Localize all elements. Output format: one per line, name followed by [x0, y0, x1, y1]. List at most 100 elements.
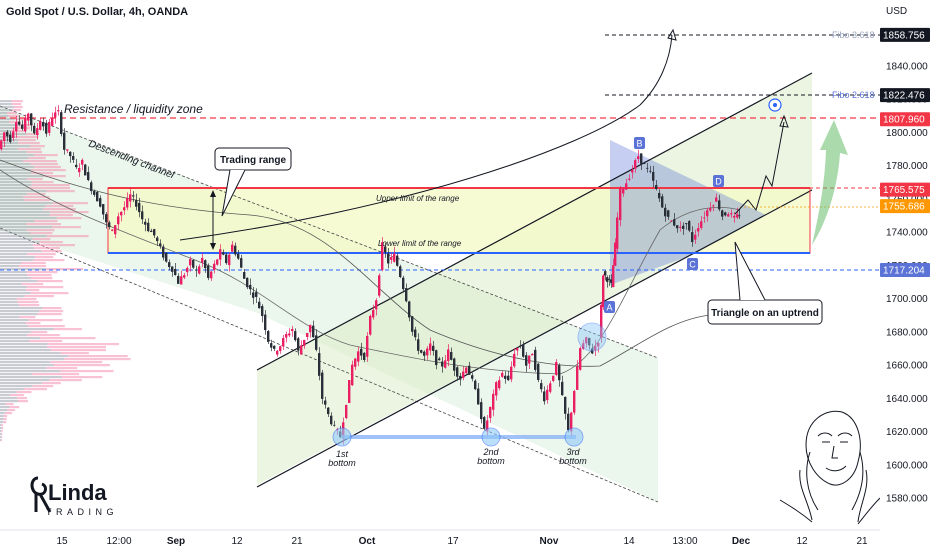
candle-body — [282, 338, 285, 347]
candle-body — [534, 349, 537, 370]
candle-body — [255, 292, 258, 297]
candle-body — [715, 197, 718, 202]
x-tick-label: 15 — [56, 536, 68, 547]
volume-bar-down — [0, 259, 34, 262]
volume-bar-down — [0, 346, 48, 349]
volume-bar-up — [34, 220, 58, 223]
price-label-badge — [880, 263, 930, 278]
candle-body — [81, 159, 84, 165]
candle-body — [513, 353, 516, 367]
candle-body — [622, 188, 625, 194]
volume-bar-down — [0, 181, 32, 184]
candle-body — [267, 330, 270, 342]
volume-bar-down — [0, 352, 61, 355]
candle-body — [183, 275, 186, 278]
volume-bar-down — [0, 391, 17, 394]
candle-body — [303, 339, 306, 346]
volume-bar-down — [0, 208, 44, 211]
volume-bar-up — [3, 415, 8, 418]
volume-bar-up — [16, 391, 32, 394]
candle-body — [279, 346, 282, 352]
candle-body — [363, 352, 366, 360]
volume-bar-down — [0, 262, 21, 265]
candle-body — [453, 358, 456, 371]
candle-body — [492, 393, 495, 410]
volume-bar-down — [0, 157, 29, 160]
candle-body — [730, 213, 733, 215]
candle-body — [273, 345, 276, 349]
volume-bar-down — [0, 409, 8, 412]
candle-body — [585, 337, 588, 344]
candle-body — [150, 230, 153, 232]
candle-body — [501, 372, 504, 377]
candle-body — [126, 198, 129, 208]
volume-bar-down — [0, 145, 31, 148]
candle-body — [174, 268, 177, 275]
triangle-label: Triangle on an uptrend — [711, 308, 819, 319]
volume-bar-up — [46, 190, 75, 193]
volume-bar-up — [7, 409, 15, 412]
volume-bar-up — [47, 343, 120, 346]
candle-body — [24, 117, 27, 132]
moving-average-slow — [0, 159, 711, 367]
candle-body — [646, 167, 649, 169]
volume-bar-up — [1, 424, 4, 427]
candle-body — [111, 229, 114, 231]
volume-bar-down — [0, 331, 31, 334]
volume-bar-down — [0, 127, 17, 130]
point-b-badge — [634, 137, 645, 149]
candle-body — [420, 350, 423, 353]
volume-bar-up — [16, 298, 37, 301]
time-axis[interactable]: 15 12:00 Sep 12 21 Oct 17 Nov 14 13:00 Dec 12 21 — [0, 529, 880, 547]
price-axis[interactable]: 1580.000 1600.000 1620.000 1640.000 1660.000… — [880, 0, 932, 550]
candle-body — [33, 125, 36, 134]
candle-body — [375, 300, 378, 310]
candle-body — [120, 211, 123, 216]
volume-bar-up — [50, 349, 107, 352]
candle-body — [75, 164, 78, 168]
volume-bar-down — [0, 385, 33, 388]
volume-bar-up — [53, 328, 82, 331]
candle-body — [69, 151, 72, 157]
candle-body — [597, 343, 600, 347]
volume-bar-down — [0, 232, 31, 235]
candle-body — [132, 195, 135, 197]
volume-bar-up — [60, 352, 89, 355]
candle-body — [399, 266, 402, 278]
volume-bar-down — [0, 340, 30, 343]
candle-body — [333, 424, 336, 426]
volume-bar-down — [0, 433, 2, 436]
candle-body — [567, 413, 570, 431]
volume-bar-down — [0, 256, 36, 259]
volume-bar-down — [0, 217, 57, 220]
y-tick-label: 1620.000 — [886, 427, 928, 438]
candle-body — [246, 277, 249, 288]
candle-body — [321, 372, 324, 399]
candle-body — [12, 131, 15, 138]
volume-bar-up — [11, 109, 22, 112]
volume-bar-up — [28, 319, 63, 322]
candle-body — [637, 156, 640, 160]
volume-bar-down — [0, 241, 40, 244]
point-a-badge — [604, 301, 615, 313]
volume-bar-up — [1, 430, 3, 433]
candle-body — [679, 226, 682, 228]
volume-bar-down — [0, 436, 2, 439]
volume-bar-up — [27, 274, 52, 277]
upper-limit-label: Upper limit of the range — [376, 194, 460, 203]
candle-body — [324, 400, 327, 405]
candle-body — [411, 316, 414, 332]
volume-bar-up — [49, 211, 89, 214]
candle-body — [531, 353, 534, 356]
volume-bar-up — [12, 103, 22, 106]
candle-body — [516, 348, 519, 351]
candle-body — [634, 160, 637, 169]
price-label-text: 1822.476 — [883, 91, 925, 102]
volume-bar-down — [0, 349, 51, 352]
bottom-2-label-l2: bottom — [477, 456, 505, 466]
candle-body — [564, 396, 567, 414]
volume-bar-down — [0, 382, 42, 385]
candle-body — [72, 156, 75, 160]
volume-bar-down — [0, 244, 34, 247]
